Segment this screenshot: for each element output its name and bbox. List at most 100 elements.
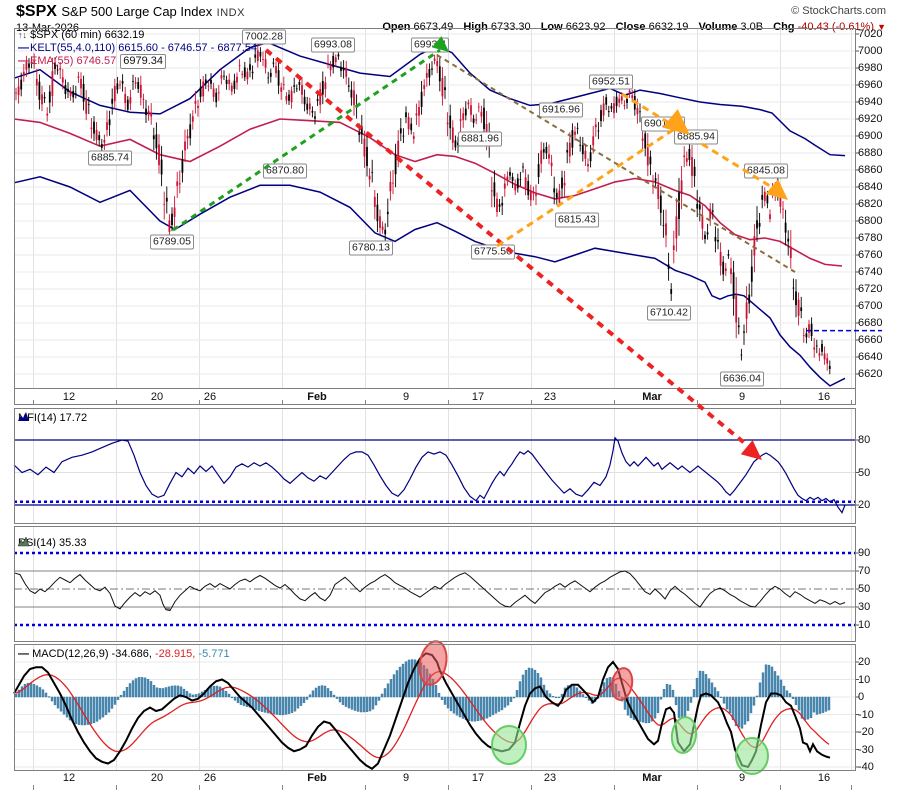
price-flag: 6636.04 [720,371,764,387]
open-value: 6673.49 [413,21,454,33]
price-axis-label: 6820 [858,198,883,210]
close-value: 6632.19 [648,21,689,33]
keltner-lower-line [13,176,846,387]
macd-legend: — MACD(12,26,9) -34.686, -28.915, -5.771 [18,648,230,660]
price-axis-label: 6880 [858,147,883,159]
price-axis-label: 6640 [858,351,883,363]
mfi-legend: MFI(14) 17.72 [18,412,87,424]
macd-signal-value: -28.915, [154,648,196,660]
rsi-legend: RSI(14) 35.33 [18,537,86,549]
macd-line [13,652,831,771]
symbol: $SPX [16,3,57,20]
date-axis-label: 17 [471,391,485,403]
mfi-line [13,436,846,514]
price-flag: 6885.74 [88,150,132,166]
price-axis-label: 6780 [858,232,883,244]
low-label: Low [540,21,563,33]
price-axis-label: 7020 [858,28,883,40]
date-axis-label: 20 [150,391,164,403]
rsi-line [13,570,846,612]
price-flag: 6916.96 [539,102,583,118]
date-axis-label: 9 [738,772,746,784]
high-label: High [463,21,488,33]
price-axis-label: 6760 [858,249,883,261]
date-axis-label: Mar [642,772,662,784]
legend-price-row: ↑↓ $SPX (60 min) 6632.19 [18,29,257,42]
macd-histogram [14,659,831,729]
price-flag: 6993.4 [410,37,450,53]
ema-price-flag: 6979.34 [120,54,166,69]
price-axis-label: 6680 [858,317,883,329]
legend-price-text: $SPX (60 min) 6632.19 [30,29,145,41]
macd-hist-value: -5.771 [198,648,230,660]
price-axis-label: 6720 [858,283,883,295]
price-flag: 6845.08 [744,163,788,179]
date-axis-label: 16 [817,772,831,784]
kelt-line-icon: — [18,41,29,54]
chg-down-arrow-icon: ▼ [877,22,886,32]
rsi-axis-label: 50 [858,583,871,595]
price-flag: 6993.08 [311,37,355,53]
date-axis-label: 9 [402,772,410,784]
price-axis-label: 7000 [858,45,883,57]
open-label: Open [382,21,411,33]
macd-value: -34.686, [111,648,152,660]
macd-bullish-cross-highlight [670,716,698,754]
date-axis-label: 20 [150,772,164,784]
price-axis-label: 6960 [858,79,883,91]
price-panel-legend: ↑↓ $SPX (60 min) 6632.19 —KELT(55,4.0,11… [18,29,257,69]
mfi-axis-label: 50 [858,466,871,479]
macd-name: MACD(12,26,9) [32,648,109,660]
date-axis-label: 12 [62,772,76,784]
price-axis-label: 6660 [858,334,883,346]
date-axis-label: 26 [203,772,217,784]
rsi-axis-label: 70 [858,565,871,577]
rsi-legend-text: RSI(14) 35.33 [18,537,87,549]
mfi-axis-label: 80 [858,434,871,446]
macd-line-icon: — [18,648,29,660]
price-flag: 6815.43 [555,212,599,228]
date-axis-label: 16 [817,391,831,403]
date-axis-label: 17 [471,772,485,784]
macd-axis-label: -30 [858,743,874,756]
price-axis-label: 6920 [858,113,883,125]
macd-axis-label: 10 [858,673,871,686]
volume-label: Volume [698,21,738,33]
price-flag: 6780.13 [349,240,393,256]
price-axis-label: 6900 [858,130,883,142]
macd-axis-label: -20 [858,726,874,738]
price-axis-label: 6740 [858,266,883,278]
legend-kelt-text: KELT(55,4.0,110) 6615.60 - 6746.57 - 687… [30,41,258,54]
macd-bearish-cross-highlight [610,667,634,701]
price-flag: 6870.80 [263,163,307,179]
high-value: 6733.30 [490,21,531,33]
volume-value: 3.0B [740,21,764,33]
price-axis-label: 6980 [858,62,883,74]
price-flag: 6885.94 [674,129,718,145]
symbol-name: S&P 500 Large Cap Index [61,4,213,19]
date-axis-label: 9 [738,391,746,403]
symbol-exchange: INDX [216,7,245,19]
chg-value: -40.43 (-0.61%) [797,21,875,33]
chart-title: $SPX S&P 500 Large Cap Index INDX [16,3,245,21]
quote-bar: Open 6673.49 High 6733.30 Low 6623.92 Cl… [382,21,886,33]
macd-axis-label: 20 [858,656,871,668]
date-axis-label: 9 [402,391,410,403]
macd-bullish-cross-highlight [735,737,769,775]
macd-panel-border [14,644,856,771]
date-axis-label: Feb [307,391,327,403]
price-axis-label: 6860 [858,164,883,176]
price-axis-label: 6800 [858,215,883,227]
macd-axis-label: 0 [858,691,865,703]
macd-axis-label: -10 [858,708,874,721]
ema-line-icon: — [18,55,29,67]
price-flag: 6710.42 [647,305,691,321]
close-label: Close [615,21,646,33]
price-axis-label: 6700 [858,300,883,312]
macd-axis-label: -40 [858,761,874,773]
price-axis-label: 6940 [858,96,883,108]
legend-ema-text: EMA(55) 6746.57 [30,55,117,67]
rsi-axis-label: 10 [858,619,871,631]
low-value: 6623.92 [565,21,606,33]
